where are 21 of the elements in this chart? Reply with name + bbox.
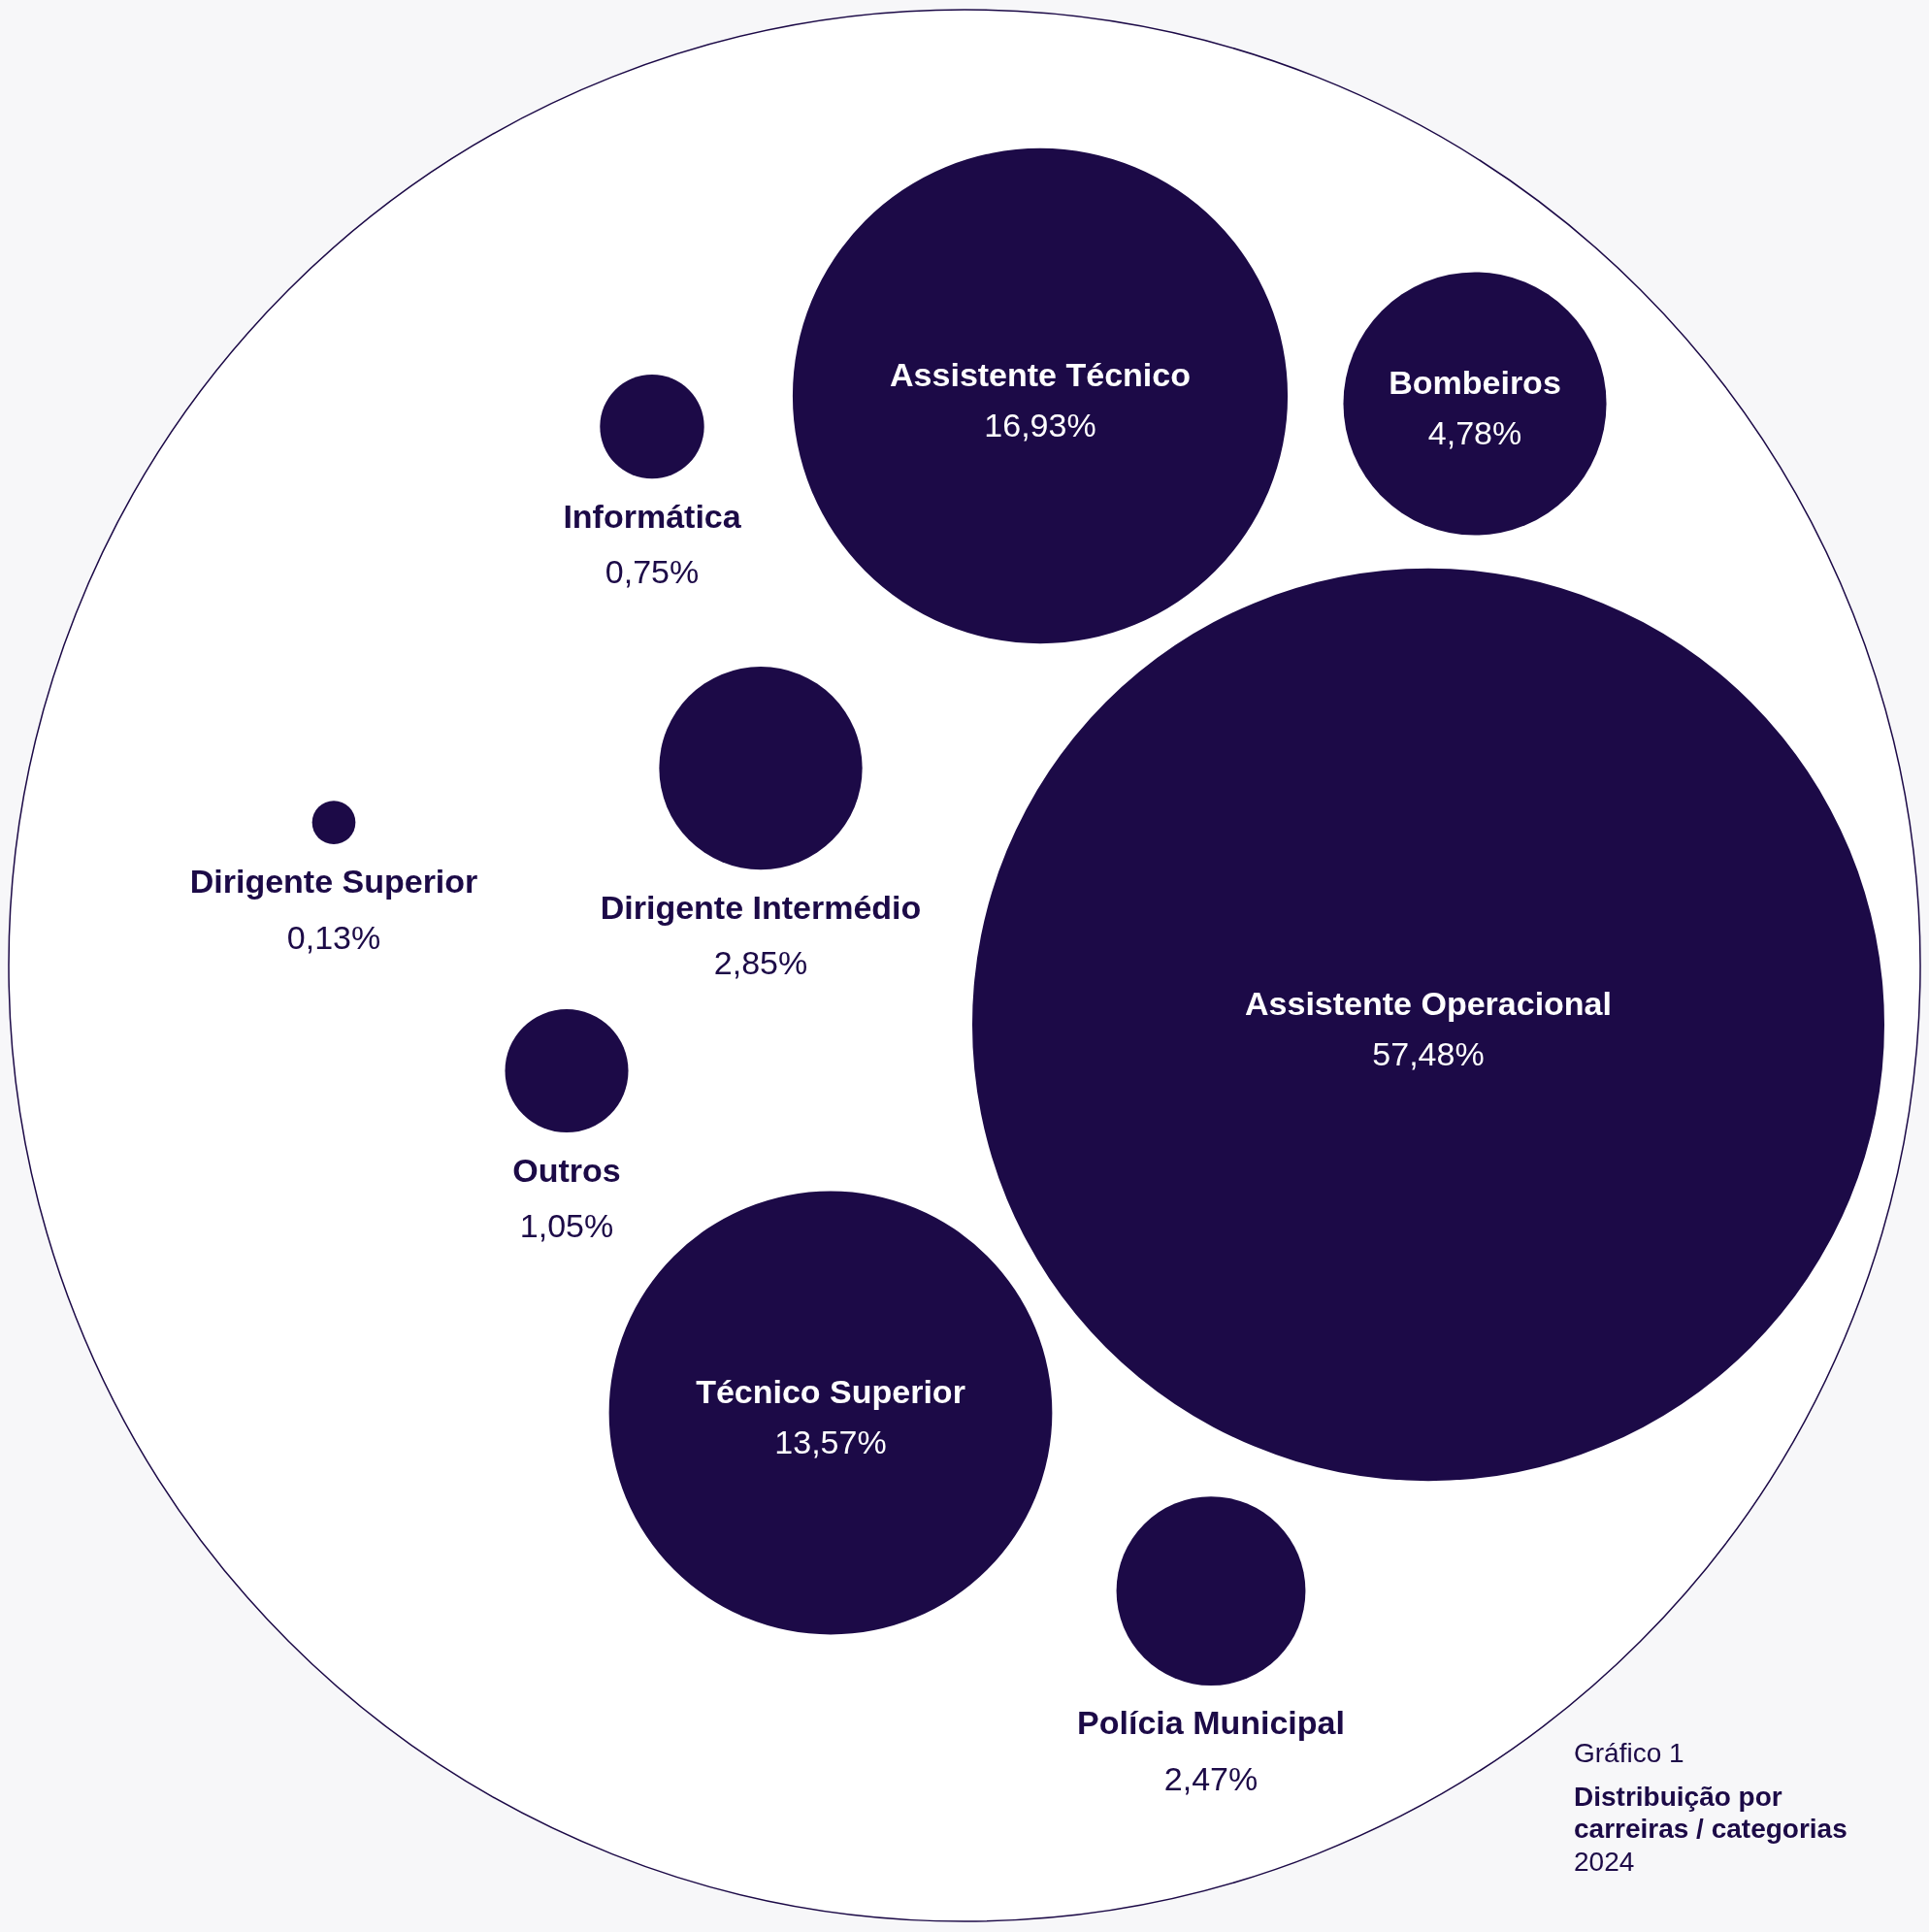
data-label: 57,48% [1372, 1035, 1485, 1073]
category-label: Informática [563, 497, 742, 535]
category-label: Outros [512, 1151, 621, 1189]
category-label: Assistente Técnico [890, 355, 1191, 393]
text: Distribuição por carreiras / categorias [1574, 1781, 1847, 1845]
data-label: 13,57% [774, 1424, 887, 1461]
category-label: Técnico Superior [696, 1372, 965, 1410]
category-label: Assistente Operacional [1245, 984, 1612, 1022]
category-label: Bombeiros [1389, 363, 1561, 401]
data-label: 1,05% [519, 1207, 614, 1245]
data-label: 0,75% [605, 553, 700, 591]
data-label: 0,13% [286, 919, 381, 957]
text: Gráfico 1 [1574, 1738, 1684, 1768]
category-label: Dirigente Intermédio [600, 888, 922, 926]
data-label: 4,78% [1427, 414, 1522, 452]
category-label: Dirigente Superior [189, 863, 478, 901]
data-label: 2,85% [713, 944, 808, 982]
data-label: 16,93% [984, 407, 1096, 444]
data-label: 2,47% [1163, 1760, 1259, 1798]
text: 2024 [1574, 1847, 1635, 1877]
category-label: Polícia Municipal [1077, 1704, 1345, 1742]
